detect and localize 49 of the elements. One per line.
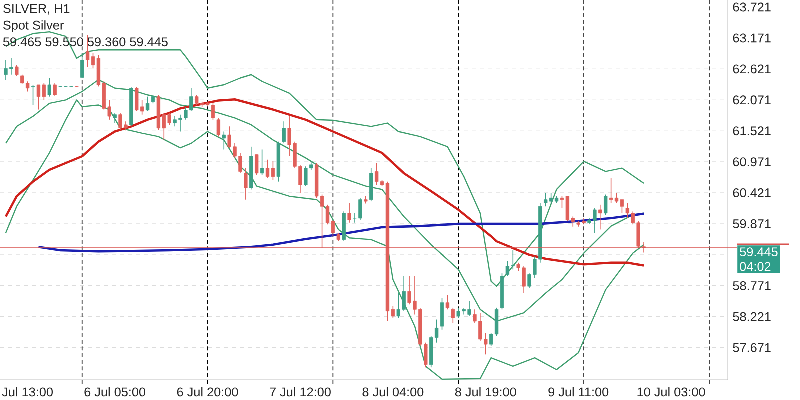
- x-tick-label: Jul 13:00: [2, 387, 53, 397]
- y-tick-label: 63.721: [733, 2, 771, 12]
- candlestick: [31, 84, 36, 106]
- text: Spot Silver: [4, 20, 64, 32]
- line-series: [4, 98, 646, 267]
- x-tick-label: 10 Jul 03:00: [638, 387, 706, 397]
- text: 04:02: [740, 262, 771, 272]
- x-tick-label: 6 Jul 20:00: [177, 387, 238, 397]
- candlestick: [604, 194, 608, 216]
- candlestick: [222, 131, 226, 150]
- candlestick: [598, 204, 602, 230]
- x-tick-label: 6 Jul 05:00: [84, 387, 146, 397]
- x-tick-label: 7 Jul 12:00: [270, 387, 331, 397]
- candlestick: [15, 64, 19, 76]
- y-tick-label: 60.421: [733, 188, 771, 198]
- candlestick: [146, 96, 150, 112]
- y-tick-label: 62.071: [733, 96, 771, 105]
- candlestick: [348, 202, 352, 224]
- candlestick: [446, 294, 450, 310]
- candlestick: [282, 121, 286, 144]
- candlestick: [358, 198, 362, 221]
- x-tick-label: 9 Jul 11:00: [548, 387, 609, 397]
- candlestick: [440, 298, 444, 330]
- candlestick: [244, 168, 248, 200]
- chart-title: SILVER, H1: [4, 4, 70, 15]
- candlestick: [451, 308, 455, 324]
- candlestick: [211, 103, 216, 120]
- y-tick-label: 61.521: [733, 126, 771, 136]
- candlestick: [260, 149, 264, 176]
- y-tick-label: 62.621: [733, 64, 771, 74]
- y-tick-label: 59.871: [733, 220, 771, 228]
- y-tick-label: 63.171: [733, 34, 771, 43]
- candlestick: [216, 118, 221, 138]
- y-tick-label: 60.971: [733, 158, 771, 167]
- x-tick-label: 8 Jul 19:00: [455, 387, 516, 397]
- y-tick-label: 57.671: [733, 343, 771, 352]
- y-tick-label: 58.221: [733, 312, 771, 322]
- ref-line-label: 59.445: [740, 248, 778, 257]
- candlestick: [255, 154, 259, 176]
- candlestick: [353, 212, 357, 224]
- line-series: [5, 100, 645, 380]
- candlestick: [80, 53, 84, 79]
- x-tick-label: 8 Jul 04:00: [362, 387, 424, 397]
- candlestick: [53, 82, 57, 97]
- candlestick: [620, 199, 624, 214]
- candlestick: [48, 78, 52, 98]
- candlestick: [113, 112, 117, 124]
- line-series: [38, 212, 646, 253]
- y-tick-label: 58.771: [733, 281, 771, 290]
